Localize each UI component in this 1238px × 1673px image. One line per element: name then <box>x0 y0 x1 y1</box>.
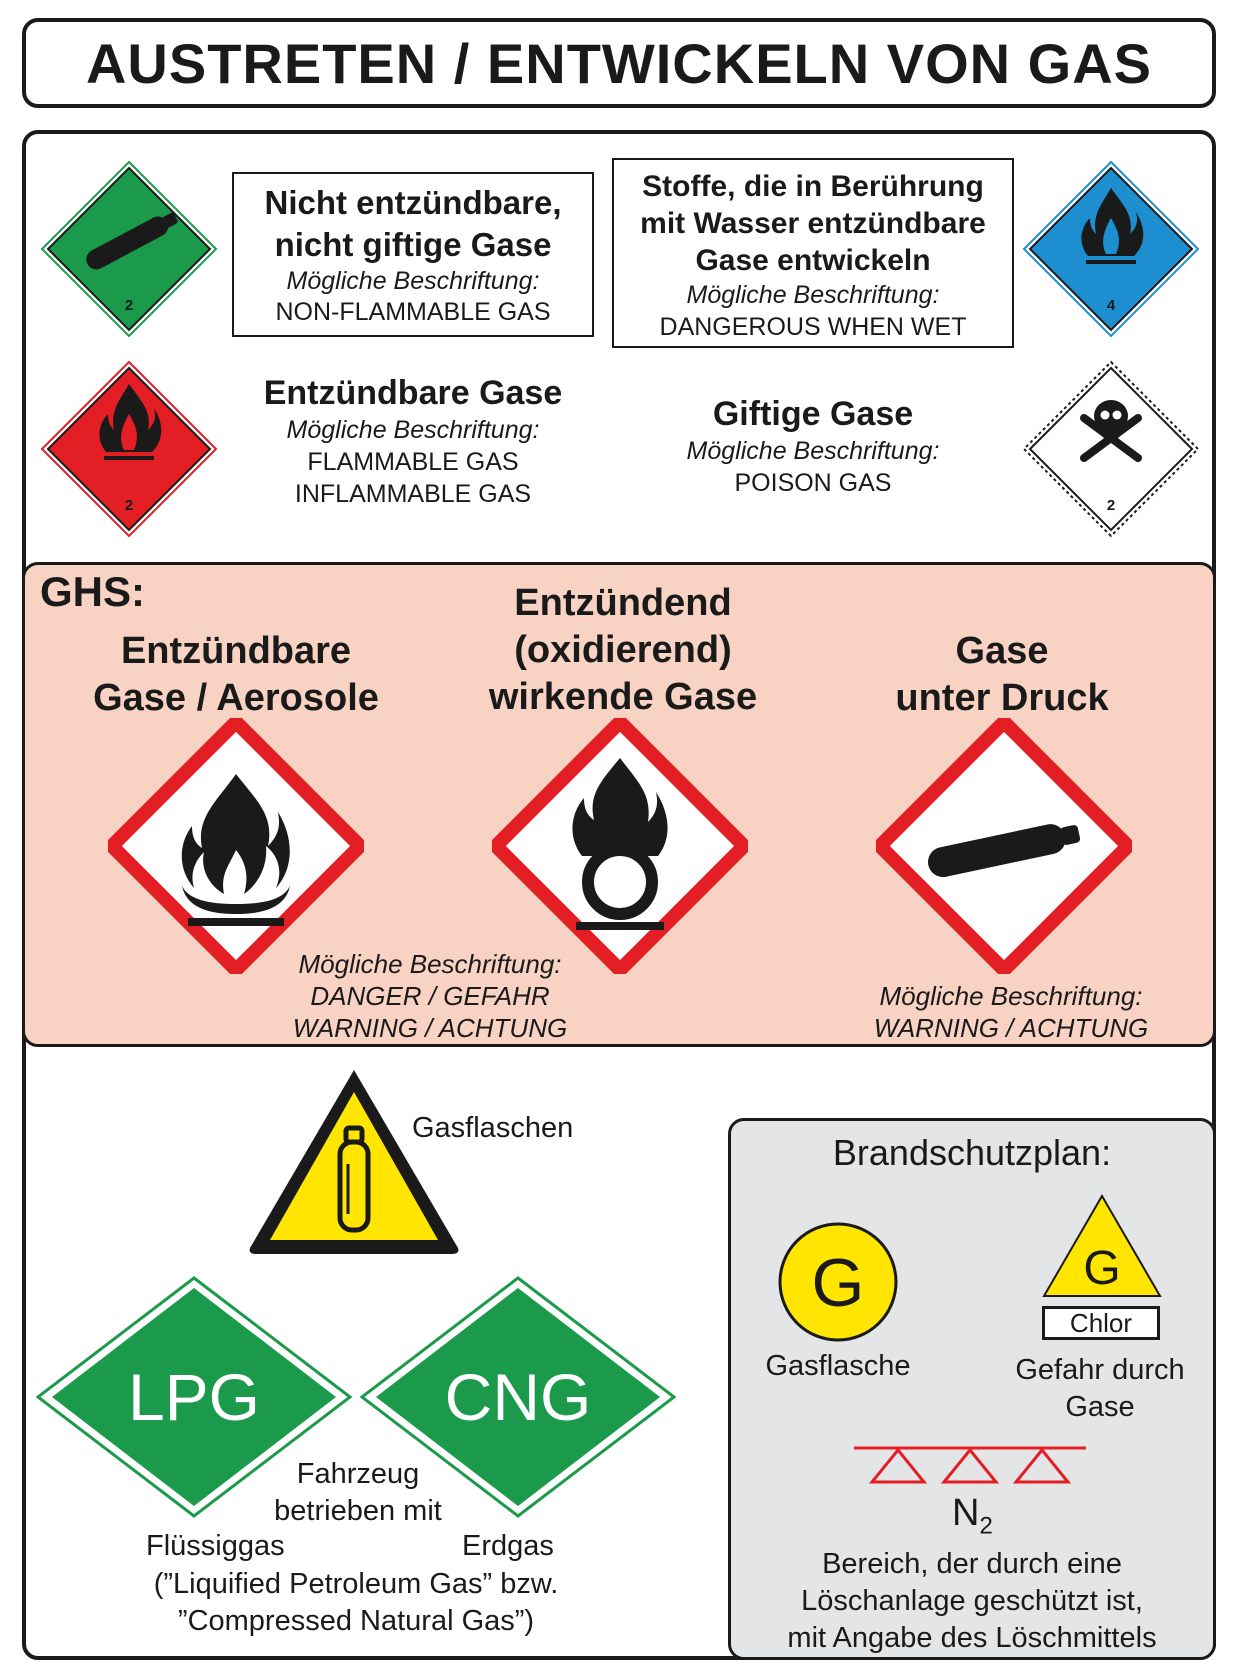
gas-cylinder-circle-label: Gasflasche <box>765 1350 911 1382</box>
ghs-caption-left-line1: DANGER / GEFAHR <box>310 981 550 1011</box>
gas-cylinder-warning-triangle-icon <box>249 1070 459 1254</box>
ghs-flame-over-circle-pictogram-icon <box>492 718 748 974</box>
ghs-pressure-title: Gase unter Druck <box>850 628 1154 722</box>
ghs-gas-cylinder-pictogram-icon <box>876 718 1132 974</box>
vehicle-footnote-line1: (”Liquified Petroleum Gas” bzw. <box>153 1568 559 1600</box>
blue-flame-diamond-icon: 4 <box>1022 160 1200 338</box>
red-flame-diamond-icon: 2 <box>40 360 218 538</box>
gas-hazard-triangle-icon: G <box>1042 1194 1162 1297</box>
ghs-flame-pictogram-icon <box>108 718 364 974</box>
poison-title: Giftige Gase <box>712 395 914 433</box>
triangle-letter: G <box>1083 1242 1120 1295</box>
sprinkler-description: Bereich, der durch eine Löschanlage gesc… <box>728 1546 1216 1657</box>
flammable-caption: Mögliche Beschriftung: <box>286 416 540 444</box>
lpg-diamond: LPG <box>36 1276 352 1518</box>
poison-label: POISON GAS <box>734 469 892 497</box>
ghs-oxidizing-title: Entzündend (oxidierend) wirkende Gase <box>446 580 800 721</box>
nonflammable-title-line2: nicht giftige Gase <box>274 226 552 263</box>
water-reactive-textbox: Stoffe, die in Berührung mit Wasser entz… <box>612 158 1014 348</box>
vehicle-footnote-line2: ”Compressed Natural Gas”) <box>177 1605 535 1637</box>
ghs-oxidizing-line2: (oxidierend) <box>514 629 732 671</box>
page-title: AUSTRETEN / ENTWICKELN VON GAS <box>85 31 1153 95</box>
diamond-number: 4 <box>1107 297 1116 314</box>
ghs-oxidizing-line3: wirkende Gase <box>488 676 758 718</box>
water-title-line2: mit Wasser entzündbare <box>640 207 986 240</box>
water-label: DANGEROUS WHEN WET <box>659 313 967 341</box>
poison-textblock: Giftige Gase Mögliche Beschriftung: POIS… <box>622 393 1004 499</box>
chlor-box: Chlor <box>1042 1306 1160 1340</box>
water-caption: Mögliche Beschriftung: <box>686 281 940 309</box>
ghs-flammable-title: Entzündbare Gase / Aerosole <box>58 628 414 722</box>
gas-hazard-label-line2: Gase <box>1065 1391 1135 1423</box>
sprinkler-desc-line1: Bereich, der durch eine <box>822 1548 1122 1580</box>
nonflammable-textbox: Nicht entzündbare, nicht giftige Gase Mö… <box>232 172 594 337</box>
gas-hazard-label: Gefahr durch Gase <box>990 1352 1210 1426</box>
water-title-line3: Gase entwickeln <box>695 244 931 277</box>
extinguisher-subscript: 2 <box>979 1512 993 1540</box>
vehicle-line1: Fahrzeug <box>296 1458 420 1490</box>
nonflammable-title-line1: Nicht entzündbare, <box>264 184 562 221</box>
ghs-caption-right: Mögliche Beschriftung: WARNING / ACHTUNG <box>846 980 1176 1044</box>
nonflammable-caption: Mögliche Beschriftung: <box>286 267 540 295</box>
diamond-number: 2 <box>125 297 133 314</box>
sprinkler-system-icon <box>854 1446 1086 1484</box>
skull-diamond-icon: 2 <box>1022 360 1200 538</box>
ghs-heading: GHS: <box>40 568 145 615</box>
ghs-caption-left-line2: WARNING / ACHTUNG <box>292 1013 568 1043</box>
ghs-pressure-line2: unter Druck <box>895 677 1109 719</box>
title-box: AUSTRETEN / ENTWICKELN VON GAS <box>22 18 1216 108</box>
ghs-flammable-line1: Entzündbare <box>120 630 352 672</box>
ghs-caption-right-label: Mögliche Beschriftung: <box>879 981 1143 1011</box>
sprinkler-desc-line3: mit Angabe des Löschmittels <box>787 1622 1157 1654</box>
brandschutzplan-box <box>728 1118 1216 1660</box>
circle-letter: G <box>812 1245 865 1321</box>
green-gas-cylinder-diamond-icon: 2 <box>40 160 218 338</box>
poison-caption: Mögliche Beschriftung: <box>686 437 940 465</box>
ghs-oxidizing-line1: Entzündend <box>514 582 732 624</box>
cng-diamond: CNG <box>360 1276 676 1518</box>
gas-hazard-label-line1: Gefahr durch <box>1015 1354 1185 1386</box>
lpg-label: LPG <box>128 1360 260 1434</box>
flammable-label-1: FLAMMABLE GAS <box>307 448 519 476</box>
ghs-caption-right-line1: WARNING / ACHTUNG <box>873 1013 1149 1043</box>
ghs-pressure-line1: Gase <box>955 630 1049 672</box>
lpg-caption: Flüssiggas <box>146 1530 285 1562</box>
vehicle-footnote: (”Liquified Petroleum Gas” bzw. ”Compres… <box>96 1566 616 1640</box>
extinguisher-letter: N <box>952 1492 980 1534</box>
gas-cylinder-circle-icon: G <box>778 1222 898 1342</box>
ghs-caption-left: Mögliche Beschriftung: DANGER / GEFAHR W… <box>250 948 610 1044</box>
ghs-flammable-line2: Gase / Aerosole <box>93 677 379 719</box>
ghs-caption-left-label: Mögliche Beschriftung: <box>298 949 562 979</box>
cng-label: CNG <box>445 1360 592 1434</box>
vehicle-caption: Fahrzeug betrieben mit <box>240 1456 476 1530</box>
flammable-textblock: Entzündbare Gase Mögliche Beschriftung: … <box>232 372 594 510</box>
gas-cylinder-warning-label: Gasflaschen <box>412 1112 574 1144</box>
brandschutzplan-heading: Brandschutzplan: <box>832 1132 1112 1173</box>
nonflammable-label: NON-FLAMMABLE GAS <box>275 298 551 326</box>
water-title-line1: Stoffe, die in Berührung <box>642 170 984 203</box>
flammable-title: Entzündbare Gase <box>263 374 563 412</box>
extinguisher-agent: N2 <box>952 1492 993 1541</box>
flammable-label-2: INFLAMMABLE GAS <box>294 480 532 508</box>
vehicle-line2: betrieben mit <box>274 1495 442 1527</box>
diamond-number: 2 <box>1107 497 1115 514</box>
sprinkler-desc-line2: Löschanlage geschützt ist, <box>801 1585 1143 1617</box>
diamond-number: 2 <box>125 497 133 514</box>
cng-caption: Erdgas <box>462 1530 554 1562</box>
